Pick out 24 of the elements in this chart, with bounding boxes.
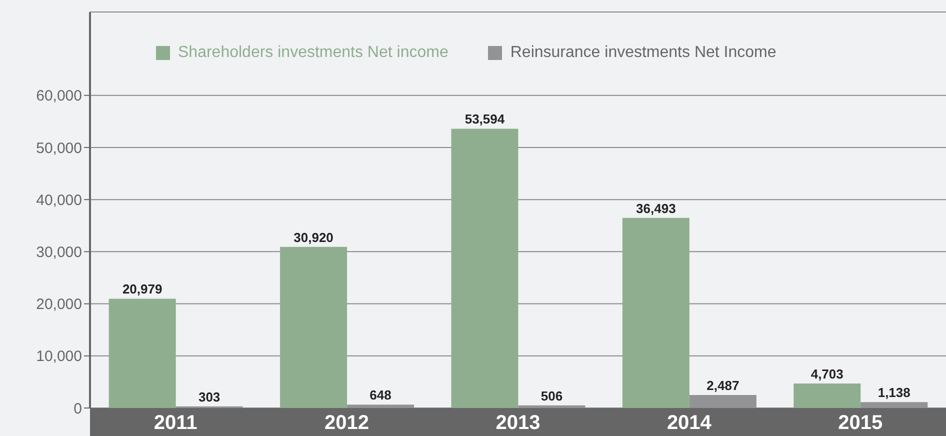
data-label: 4,703 [810, 366, 844, 382]
y-tick-label: 50,000 [36, 140, 82, 157]
x-tick-label: 2012 [324, 412, 370, 434]
data-label: 1,138 [878, 385, 910, 400]
legend-label: Reinsurance investments Net Income [510, 44, 776, 62]
x-tick-label: 2013 [496, 412, 540, 434]
data-label: 303 [198, 389, 220, 404]
data-label: 30,920 [294, 230, 334, 245]
data-label: 36,493 [636, 200, 676, 216]
y-tick-label: 60,000 [36, 88, 82, 105]
legend-label: Shareholders investments Net income [178, 44, 448, 62]
y-tick-label: 20,000 [36, 296, 82, 314]
data-label: 648 [370, 388, 392, 403]
data-label: 2,487 [706, 378, 740, 394]
y-tick-label: 30,000 [36, 244, 82, 262]
y-tick-label: 40,000 [36, 192, 82, 209]
x-tick-label: 2014 [666, 412, 712, 434]
y-tick-label: 10,000 [36, 348, 82, 366]
x-tick-label: 2011 [154, 412, 198, 434]
data-label: 506 [540, 388, 563, 404]
data-label: 20,979 [122, 282, 162, 297]
data-label: 53,594 [464, 112, 506, 127]
y-tick-label: 0 [74, 400, 82, 418]
x-tick-label: 2015 [838, 412, 883, 434]
